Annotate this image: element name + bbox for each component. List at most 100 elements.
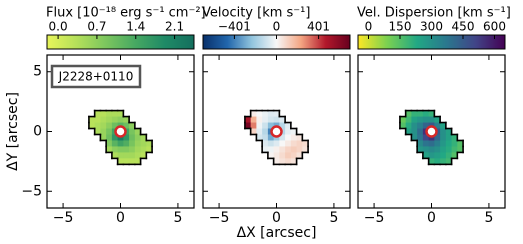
map-pixel	[290, 152, 297, 159]
colorbar-tick-label: 1.4	[126, 20, 145, 34]
map-pixel	[134, 140, 141, 147]
x-tick-label: 0	[116, 210, 125, 226]
map-pixel	[445, 158, 452, 165]
map-pixel	[111, 110, 119, 117]
map-pixel	[129, 158, 136, 165]
y-tick-label: 5	[33, 64, 42, 80]
map-pixel	[100, 134, 107, 141]
map-pixel	[129, 146, 136, 153]
y-axis-label: ΔY [arcsec]	[5, 92, 21, 171]
map-pixel	[428, 152, 435, 159]
map-pixel	[422, 110, 430, 117]
map-pixel	[434, 122, 441, 129]
map-pixel	[100, 116, 107, 123]
map-pixel	[94, 128, 101, 135]
map-pixel	[129, 134, 136, 141]
map-pixel	[440, 146, 447, 153]
map-pixel	[279, 116, 286, 123]
map-pixel	[279, 158, 286, 165]
map-pixel	[256, 122, 263, 129]
map-pixel	[267, 110, 275, 117]
map-pixel	[399, 116, 407, 123]
x-tick-label: 5	[173, 210, 182, 226]
map-pixel	[111, 116, 119, 123]
map-pixel	[111, 146, 119, 153]
map-pixel	[123, 122, 130, 129]
map-pixel	[262, 140, 269, 147]
colorbar-title: Velocity [km s⁻¹]	[202, 6, 310, 21]
map-pixel	[445, 152, 452, 159]
map-pixel	[445, 140, 452, 147]
map-pixel	[273, 140, 280, 147]
colorbar-tick-label: 450	[452, 20, 475, 34]
map-pixel	[428, 140, 435, 147]
map-pixel	[290, 128, 297, 135]
map-pixel	[129, 128, 136, 135]
map-pixel	[279, 134, 286, 141]
map-pixel	[428, 158, 435, 165]
map-pixel	[440, 122, 447, 129]
colorbar-title: Flux [10⁻¹⁸ erg s⁻¹ cm⁻²]	[46, 6, 206, 21]
colorbar-tick-label: 0	[365, 20, 373, 34]
map-pixel	[422, 152, 430, 159]
map-pixel	[111, 152, 119, 159]
map-pixel	[129, 140, 136, 147]
map-pixel	[134, 128, 141, 135]
map-pixel	[146, 140, 153, 147]
map-pixel	[117, 158, 124, 165]
colorbar-tick-label: 0.7	[87, 20, 106, 34]
map-pixel	[440, 134, 447, 141]
map-pixel	[411, 116, 418, 123]
map-pixel	[451, 140, 458, 147]
map-pixel	[273, 116, 280, 123]
map-pixel	[422, 146, 430, 153]
map-pixel	[123, 152, 130, 159]
map-pixel	[111, 140, 119, 147]
map-pixel	[290, 140, 297, 147]
map-pixel	[129, 152, 136, 159]
map-pixel	[100, 128, 107, 135]
map-pixel	[134, 134, 141, 141]
map-pixel	[117, 146, 124, 153]
map-pixel	[434, 158, 441, 165]
map-pixel	[106, 116, 113, 123]
map-pixel	[106, 146, 113, 153]
map-pixel	[422, 122, 430, 129]
map-pixel	[106, 110, 113, 117]
map-pixel	[302, 140, 309, 147]
map-pixel	[106, 140, 113, 147]
map-pixel	[417, 140, 424, 147]
map-pixel	[256, 128, 263, 135]
colorbar-tick-label: 2.1	[165, 20, 184, 34]
map-pixel	[296, 134, 303, 141]
x-tick-label: −5	[364, 210, 385, 226]
map-pixel	[290, 158, 297, 165]
map-pixel	[250, 116, 257, 123]
map-pixel	[417, 110, 424, 117]
map-pixel	[296, 140, 303, 147]
map-pixel	[440, 152, 447, 159]
map-pixel	[273, 158, 280, 165]
map-pixel	[111, 122, 119, 129]
map-pixel	[106, 122, 113, 129]
map-pixel	[285, 146, 292, 153]
map-pixel	[399, 122, 407, 129]
map-pixel	[405, 128, 412, 135]
map-pixel	[262, 110, 269, 117]
map-pixel	[88, 116, 96, 123]
map-pixel	[100, 110, 107, 117]
x-tick-label: 5	[329, 210, 338, 226]
map-pixel	[94, 122, 101, 129]
map-pixel	[296, 152, 303, 159]
map-pixel	[140, 140, 147, 147]
map-pixel	[417, 134, 424, 141]
map-pixel	[434, 152, 441, 159]
map-pixel	[411, 110, 418, 117]
map-pixel	[411, 122, 418, 129]
map-pixel	[445, 134, 452, 141]
map-pixel	[117, 110, 124, 117]
map-pixel	[417, 146, 424, 153]
map-pixel	[111, 134, 119, 141]
map-pixel	[123, 116, 130, 123]
